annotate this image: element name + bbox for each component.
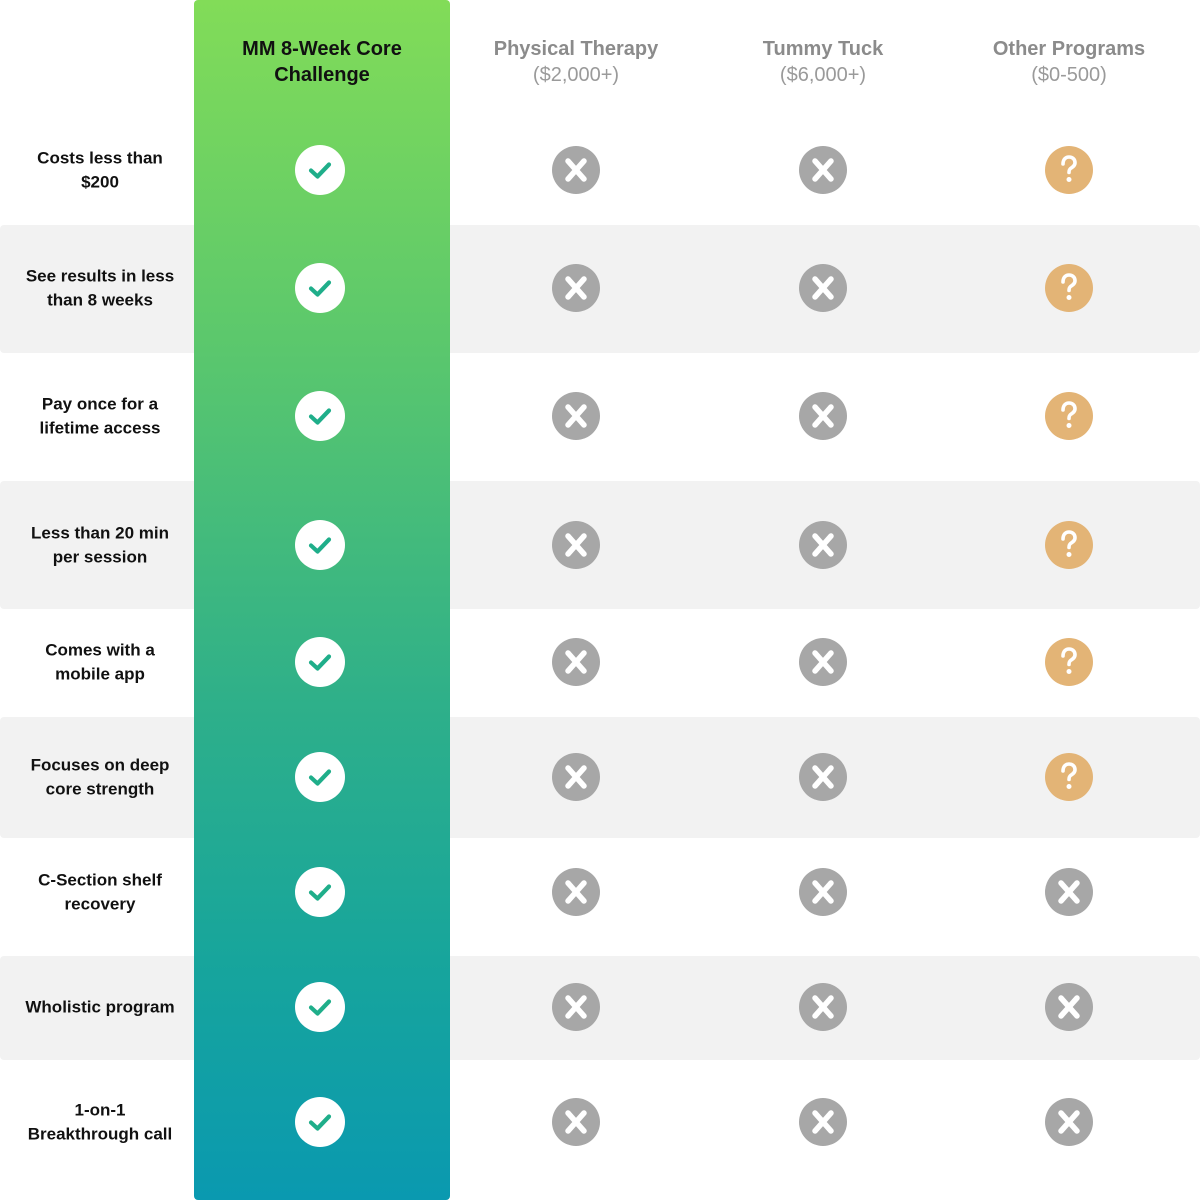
column-header: Tummy Tuck ($6,000+) — [713, 36, 933, 88]
column-title: Physical Therapy — [493, 38, 659, 60]
row-band — [0, 116, 1200, 225]
x-icon — [552, 146, 600, 194]
row-band — [0, 353, 1200, 481]
x-icon — [552, 868, 600, 916]
x-icon — [552, 392, 600, 440]
row-band — [0, 838, 1200, 956]
x-icon — [799, 983, 847, 1031]
question-icon — [1045, 638, 1093, 686]
check-icon — [295, 145, 345, 195]
question-icon — [1045, 146, 1093, 194]
column-title: MM 8-Week Core Challenge — [242, 38, 402, 86]
row-label: Pay once for a lifetime access — [39, 394, 161, 438]
x-icon — [1045, 868, 1093, 916]
question-icon — [1045, 264, 1093, 312]
row-band — [0, 956, 1200, 1060]
row-label: Comes with a mobile app — [45, 640, 155, 684]
check-icon — [295, 867, 345, 917]
check-icon — [295, 752, 345, 802]
column-title: Tummy Tuck — [762, 38, 884, 60]
column-price: ($2,000+) — [532, 64, 620, 86]
x-icon — [799, 146, 847, 194]
x-icon — [552, 753, 600, 801]
row-band — [0, 481, 1200, 609]
x-icon — [552, 521, 600, 569]
x-icon — [1045, 983, 1093, 1031]
question-icon — [1045, 753, 1093, 801]
column-header: MM 8-Week Core Challenge — [194, 36, 450, 88]
row-label: Costs less than $200 — [37, 148, 163, 192]
check-icon — [295, 263, 345, 313]
row-label: 1-on-1 Breakthrough call — [27, 1100, 173, 1144]
x-icon — [552, 264, 600, 312]
column-price: ($6,000+) — [779, 64, 867, 86]
check-icon — [295, 1097, 345, 1147]
x-icon — [799, 521, 847, 569]
row-label: Wholistic program — [25, 997, 175, 1017]
x-icon — [552, 1098, 600, 1146]
column-header: Other Programs ($0-500) — [959, 36, 1179, 88]
row-label: See results in less than 8 weeks — [25, 266, 175, 310]
x-icon — [799, 868, 847, 916]
check-icon — [295, 391, 345, 441]
column-price: ($0-500) — [1031, 64, 1107, 86]
row-label: C-Section shelf recovery — [38, 870, 162, 914]
x-icon — [799, 753, 847, 801]
row-label: Less than 20 min per session — [31, 523, 169, 567]
row-band — [0, 225, 1200, 353]
x-icon — [799, 392, 847, 440]
column-header: Physical Therapy ($2,000+) — [456, 36, 696, 88]
row-band — [0, 609, 1200, 717]
x-icon — [799, 264, 847, 312]
check-icon — [295, 637, 345, 687]
check-icon — [295, 982, 345, 1032]
question-icon — [1045, 521, 1093, 569]
x-icon — [1045, 1098, 1093, 1146]
x-icon — [552, 983, 600, 1031]
check-icon — [295, 520, 345, 570]
row-band — [0, 717, 1200, 838]
x-icon — [799, 1098, 847, 1146]
row-label: Focuses on deep core strength — [30, 755, 170, 799]
x-icon — [799, 638, 847, 686]
question-icon — [1045, 392, 1093, 440]
x-icon — [552, 638, 600, 686]
column-title: Other Programs — [992, 38, 1146, 60]
row-band — [0, 1060, 1200, 1200]
